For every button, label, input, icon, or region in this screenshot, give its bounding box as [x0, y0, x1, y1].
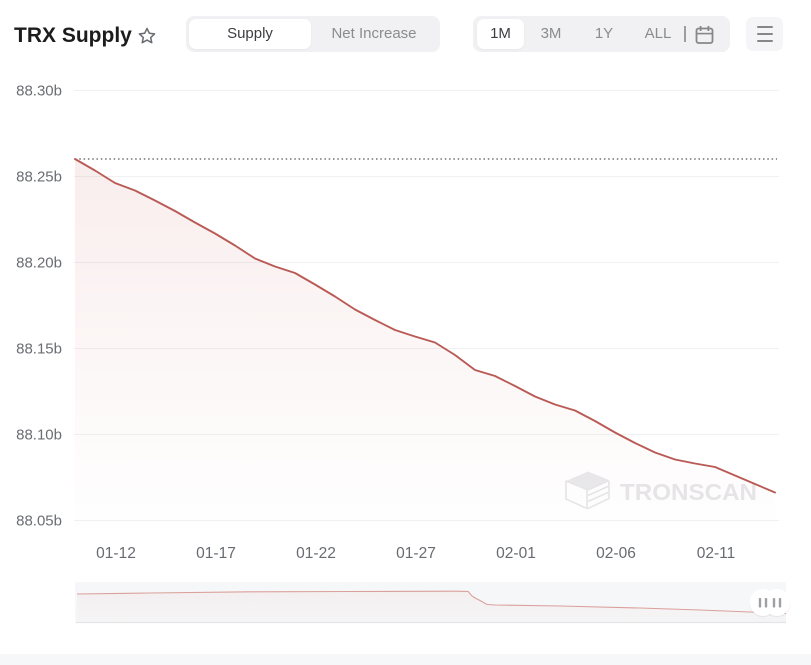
svg-text:01-17: 01-17 [196, 545, 236, 562]
svg-text:88.25b: 88.25b [16, 169, 62, 186]
svg-text:02-11: 02-11 [697, 545, 736, 562]
svg-text:02-06: 02-06 [596, 545, 636, 562]
svg-text:88.10b: 88.10b [16, 427, 62, 444]
svg-text:88.30b: 88.30b [16, 83, 62, 100]
svg-text:88.20b: 88.20b [16, 255, 62, 272]
svg-text:01-27: 01-27 [396, 545, 436, 562]
svg-text:02-01: 02-01 [496, 545, 536, 562]
svg-text:88.15b: 88.15b [16, 341, 62, 358]
svg-text:01-12: 01-12 [96, 545, 136, 562]
svg-text:01-22: 01-22 [296, 545, 336, 562]
svg-text:88.05b: 88.05b [16, 513, 62, 530]
